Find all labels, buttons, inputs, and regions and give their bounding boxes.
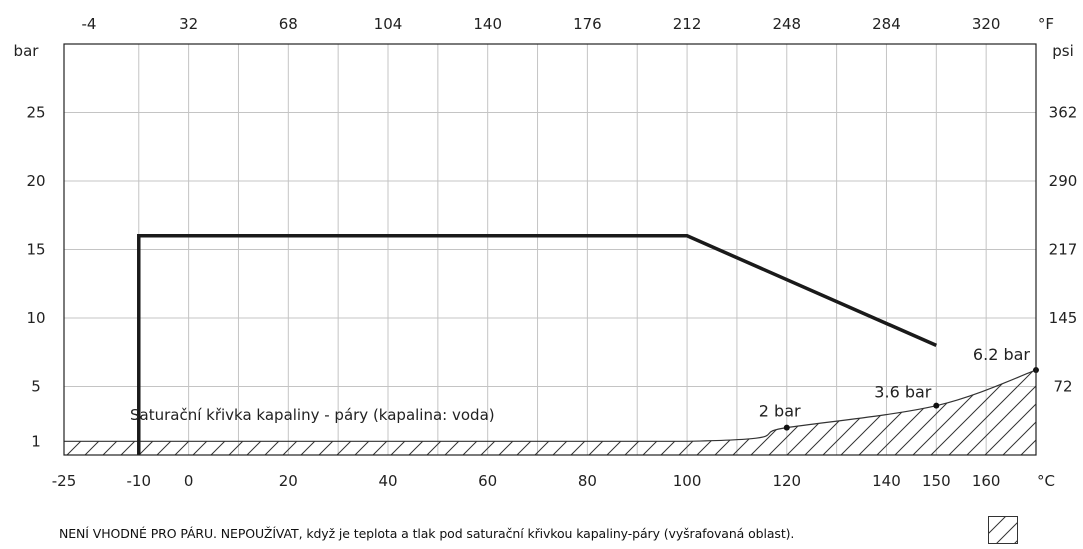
x-tick-label: -10: [127, 472, 152, 490]
y-axis-unit: bar: [14, 42, 40, 60]
x-top-tick-label: 104: [374, 15, 403, 33]
x-tick-label: 60: [478, 472, 497, 490]
saturation-point: [933, 402, 940, 409]
limit-line: [137, 234, 938, 455]
x-tick-label: 140: [872, 472, 901, 490]
x-tick-label: 40: [378, 472, 397, 490]
annotations: Saturační křivka kapaliny - páry (kapali…: [130, 345, 1030, 424]
warning-note: NENÍ VHODNÉ PRO PÁRU. NEPOUŽÍVAT, když j…: [59, 526, 795, 541]
y-right-tick-label: 72: [1053, 378, 1072, 396]
x-axis-unit: °C: [1037, 472, 1055, 490]
y-tick-label: 15: [26, 241, 45, 259]
x-tick-label: 160: [972, 472, 1001, 490]
x-tick-label: 100: [673, 472, 702, 490]
y-tick-label: 10: [26, 309, 45, 327]
x-top-tick-label: 248: [772, 15, 801, 33]
plot-frame: [63, 43, 1037, 456]
x-top-tick-label: 320: [972, 15, 1001, 33]
x-axis-top: -4 32 68 104 140 176 212 248 284 320 °F: [81, 15, 1054, 33]
point-label-6-2bar: 6.2 bar: [973, 345, 1030, 364]
x-top-tick-label: 68: [279, 15, 298, 33]
x-top-tick-label: 32: [179, 15, 198, 33]
plot-border: [63, 43, 1037, 456]
x-top-tick-label: -4: [81, 15, 96, 33]
grid: [64, 44, 1036, 455]
hatched-region: [64, 370, 1036, 455]
x-tick-label: 120: [772, 472, 801, 490]
saturation-point: [783, 424, 790, 431]
x-top-tick-label: 212: [673, 15, 702, 33]
saturation-line: [64, 369, 1037, 442]
x-tick-label: 20: [279, 472, 298, 490]
x-top-tick-label: 176: [573, 15, 602, 33]
limit-polyline: [137, 234, 938, 455]
x-tick-label: 80: [578, 472, 597, 490]
y-axis-right: 72 145 217 290 362 psi: [1049, 42, 1078, 396]
x-axis-bottom: -25 -10 0 20 40 60 80 100 120 140 150 160 °C: [52, 472, 1055, 490]
x-tick-label: -25: [52, 472, 77, 490]
x-top-tick-label: 284: [872, 15, 901, 33]
y-tick-label: 5: [31, 378, 41, 396]
below-saturation-area: [64, 370, 1036, 455]
point-label-2bar: 2 bar: [759, 402, 801, 421]
y-tick-label: 20: [26, 172, 45, 190]
point-label-3-6bar: 3.6 bar: [874, 383, 931, 402]
x-tick-label: 150: [922, 472, 951, 490]
hatched-area-icon: [988, 516, 1018, 544]
x-tick-label: 0: [184, 472, 194, 490]
y-right-tick-label: 290: [1049, 172, 1078, 190]
y-tick-label: 1: [31, 432, 41, 450]
saturation-curve: [64, 367, 1039, 442]
y-right-tick-label: 217: [1049, 241, 1078, 259]
y-right-tick-label: 145: [1049, 309, 1078, 327]
y-right-tick-label: 362: [1049, 104, 1078, 122]
x-top-tick-label: 140: [473, 15, 502, 33]
x-top-axis-unit: °F: [1038, 15, 1054, 33]
saturation-curve-label: Saturační křivka kapaliny - páry (kapali…: [130, 406, 495, 424]
y-tick-label: 25: [26, 104, 45, 122]
y-right-axis-unit: psi: [1052, 42, 1074, 60]
